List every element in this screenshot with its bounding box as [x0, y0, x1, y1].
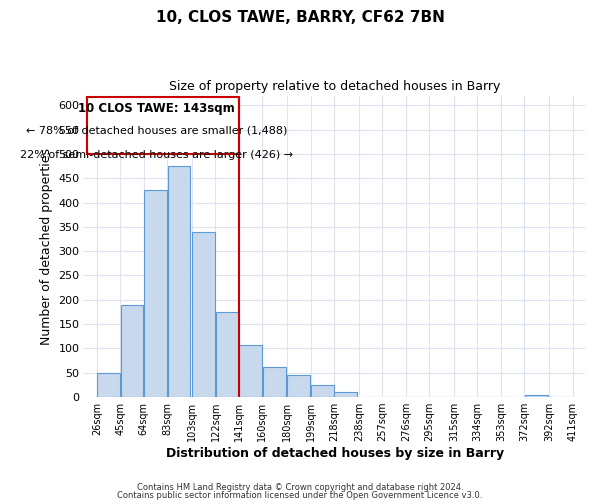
Bar — [525, 394, 548, 397]
X-axis label: Distribution of detached houses by size in Barry: Distribution of detached houses by size … — [166, 447, 504, 460]
Bar — [144, 190, 167, 397]
Bar — [97, 373, 120, 397]
Text: Contains public sector information licensed under the Open Government Licence v3: Contains public sector information licen… — [118, 491, 482, 500]
Bar — [334, 392, 357, 397]
Bar — [216, 312, 239, 397]
Text: 22% of semi-detached houses are larger (426) →: 22% of semi-detached houses are larger (… — [20, 150, 293, 160]
Text: 10, CLOS TAWE, BARRY, CF62 7BN: 10, CLOS TAWE, BARRY, CF62 7BN — [155, 10, 445, 25]
Bar — [121, 304, 143, 397]
Y-axis label: Number of detached properties: Number of detached properties — [40, 148, 53, 345]
FancyBboxPatch shape — [87, 97, 239, 154]
Text: Contains HM Land Registry data © Crown copyright and database right 2024.: Contains HM Land Registry data © Crown c… — [137, 484, 463, 492]
Bar — [263, 367, 286, 397]
Text: 10 CLOS TAWE: 143sqm: 10 CLOS TAWE: 143sqm — [79, 102, 235, 114]
Bar — [192, 232, 215, 397]
Title: Size of property relative to detached houses in Barry: Size of property relative to detached ho… — [169, 80, 500, 93]
Bar — [239, 344, 262, 397]
Bar — [287, 375, 310, 397]
Bar — [167, 166, 190, 397]
Text: ← 78% of detached houses are smaller (1,488): ← 78% of detached houses are smaller (1,… — [26, 126, 287, 136]
Bar — [311, 385, 334, 397]
